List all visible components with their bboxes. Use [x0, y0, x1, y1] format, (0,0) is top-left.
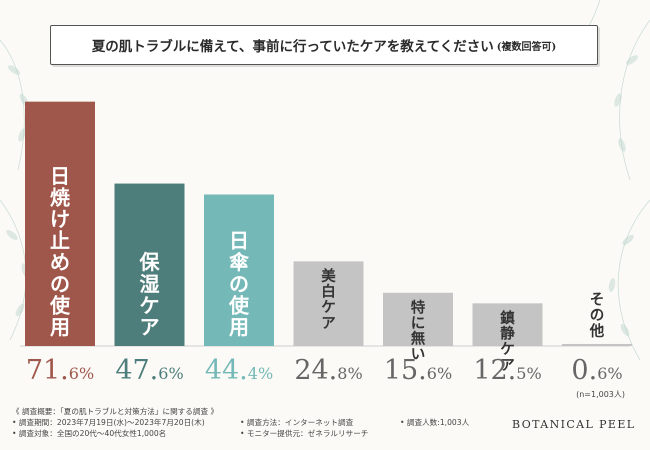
survey-note-line: • 調査人数:1,003人 — [400, 418, 470, 427]
survey-note-line: 《 調査概要：「夏の肌トラブルと対策方法」に関する調査 》 — [12, 407, 219, 416]
sample-size-note: (n=1,003人) — [576, 390, 625, 399]
category-label-1: 保湿ケア — [139, 250, 161, 339]
bar-5 — [472, 303, 543, 346]
value-label-4: 15.6% — [384, 355, 452, 386]
bar-3 — [293, 261, 364, 346]
chart-title: 夏の肌トラブルに備えて、事前に行っていたケアを教えてください — [91, 39, 494, 55]
bar-2 — [204, 194, 274, 346]
bar-0 — [25, 101, 95, 346]
survey-note-line: • 調査期間：2023年7月19日(水)〜2023年7月20日(木) — [12, 418, 205, 427]
value-label-1: 47.6% — [115, 355, 183, 386]
survey-note-line: • 調査方法：インターネット調査 — [240, 418, 354, 427]
bar-4 — [383, 292, 453, 346]
category-label-4: 特に無い — [411, 298, 426, 363]
value-label-6: 0.6% — [571, 355, 622, 386]
bar-6 — [562, 343, 632, 346]
value-label-2: 44.4% — [205, 355, 273, 386]
category-label-6: その他 — [589, 292, 605, 340]
category-label-2: 日傘の使用 — [228, 229, 250, 339]
chart-title-note: (複数回答可) — [496, 41, 557, 53]
category-label-0: 日焼け止めの使用 — [49, 164, 71, 339]
survey-notes-col2: • 調査方法：インターネット調査 • モニター提供元：ゼネラルリサーチ — [240, 417, 368, 439]
survey-notes-col3: • 調査人数:1,003人 — [400, 417, 469, 428]
chart-title-box: 夏の肌トラブルに備えて、事前に行っていたケアを教えてください (複数回答可) — [50, 25, 598, 65]
survey-notes-col1: 《 調査概要：「夏の肌トラブルと対策方法」に関する調査 》 • 調査期間：202… — [12, 406, 218, 439]
survey-note-line: • モニター提供元：ゼネラルリサーチ — [240, 429, 369, 438]
value-label-3: 24.8% — [294, 355, 362, 386]
category-label-5: 鎮静ケア — [500, 309, 515, 374]
survey-note-line: • 調査対象：全国の20代〜40代女性1,000名 — [12, 429, 167, 438]
value-label-5: 12.5% — [473, 355, 541, 386]
category-label-3: 美白ケア — [321, 267, 336, 332]
value-label-0: 71.6% — [26, 355, 94, 386]
brand-logo-text: BOTANICAL PEEL — [512, 418, 636, 431]
bar-1 — [114, 183, 185, 346]
